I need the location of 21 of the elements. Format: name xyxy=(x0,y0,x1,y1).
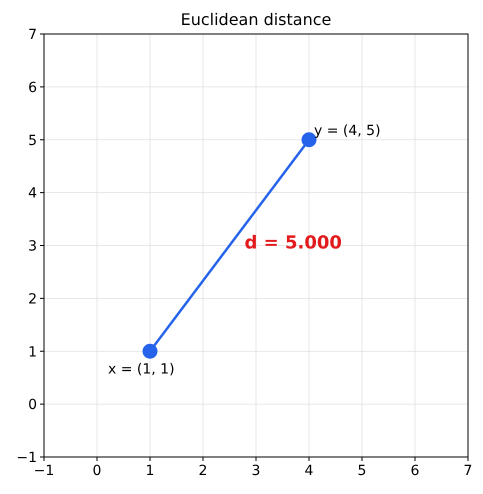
x-tick-label: 4 xyxy=(304,463,314,479)
y-tick-label: 7 xyxy=(28,27,37,43)
y-tick-label: −1 xyxy=(16,450,37,466)
x-tick-label: 5 xyxy=(358,463,366,479)
x-tick-label: 7 xyxy=(464,463,472,479)
x-tick-label: 6 xyxy=(410,463,420,479)
y-tick-label: 6 xyxy=(28,80,38,96)
chart-title: Euclidean distance xyxy=(180,10,332,29)
x-tick-label: 1 xyxy=(146,463,154,479)
y-tick-label: 5 xyxy=(28,132,37,149)
x-tick-label: 3 xyxy=(252,463,260,479)
annotation: y = (4, 5) xyxy=(314,122,381,139)
annotation: x = (1, 1) xyxy=(108,361,175,378)
y-tick-label: 3 xyxy=(28,238,37,254)
x-tick-label: 0 xyxy=(92,463,102,479)
x-tick-label: 2 xyxy=(198,463,208,479)
annotation: d = 5.000 xyxy=(244,232,342,254)
y-tick-label: 4 xyxy=(28,186,38,202)
y-tick-label: 1 xyxy=(28,344,37,360)
y-tick-label: 2 xyxy=(28,291,37,308)
y-tick-label: 0 xyxy=(28,397,37,414)
